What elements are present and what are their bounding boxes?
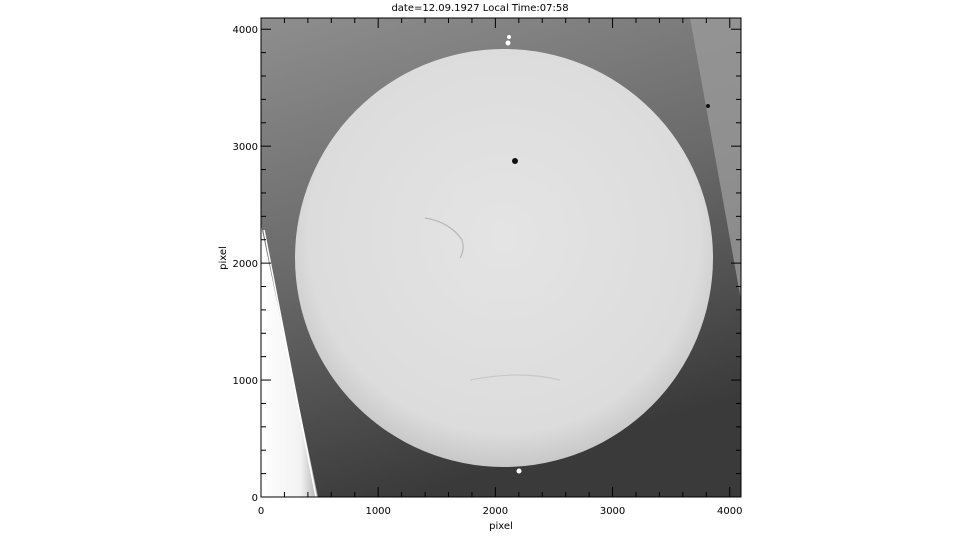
y-tick-label: 3000 (233, 142, 258, 153)
chart-title: date=12.09.1927 Local Time:07:58 (391, 3, 568, 14)
sunspot (512, 158, 518, 164)
x-tick-label: 1000 (365, 506, 390, 517)
y-tick-label: 2000 (233, 259, 258, 270)
x-axis-label: pixel (489, 521, 513, 532)
y-tick-label: 0 (252, 493, 258, 504)
y-axis-label: pixel (218, 246, 229, 270)
axis-ticks: 0 1000 2000 3000 4000 0 1000 2000 3000 4000 (233, 18, 742, 517)
x-tick-label: 0 (258, 506, 264, 517)
y-tick-label: 1000 (233, 376, 258, 387)
plot-frame (260, 17, 742, 498)
x-tick-label: 4000 (717, 506, 742, 517)
solar-image (261, 18, 741, 497)
y-tick-label: 4000 (233, 25, 258, 36)
x-tick-label: 3000 (600, 506, 625, 517)
x-tick-label: 2000 (483, 506, 508, 517)
solar-disk (295, 49, 713, 467)
right-strip (690, 18, 741, 300)
